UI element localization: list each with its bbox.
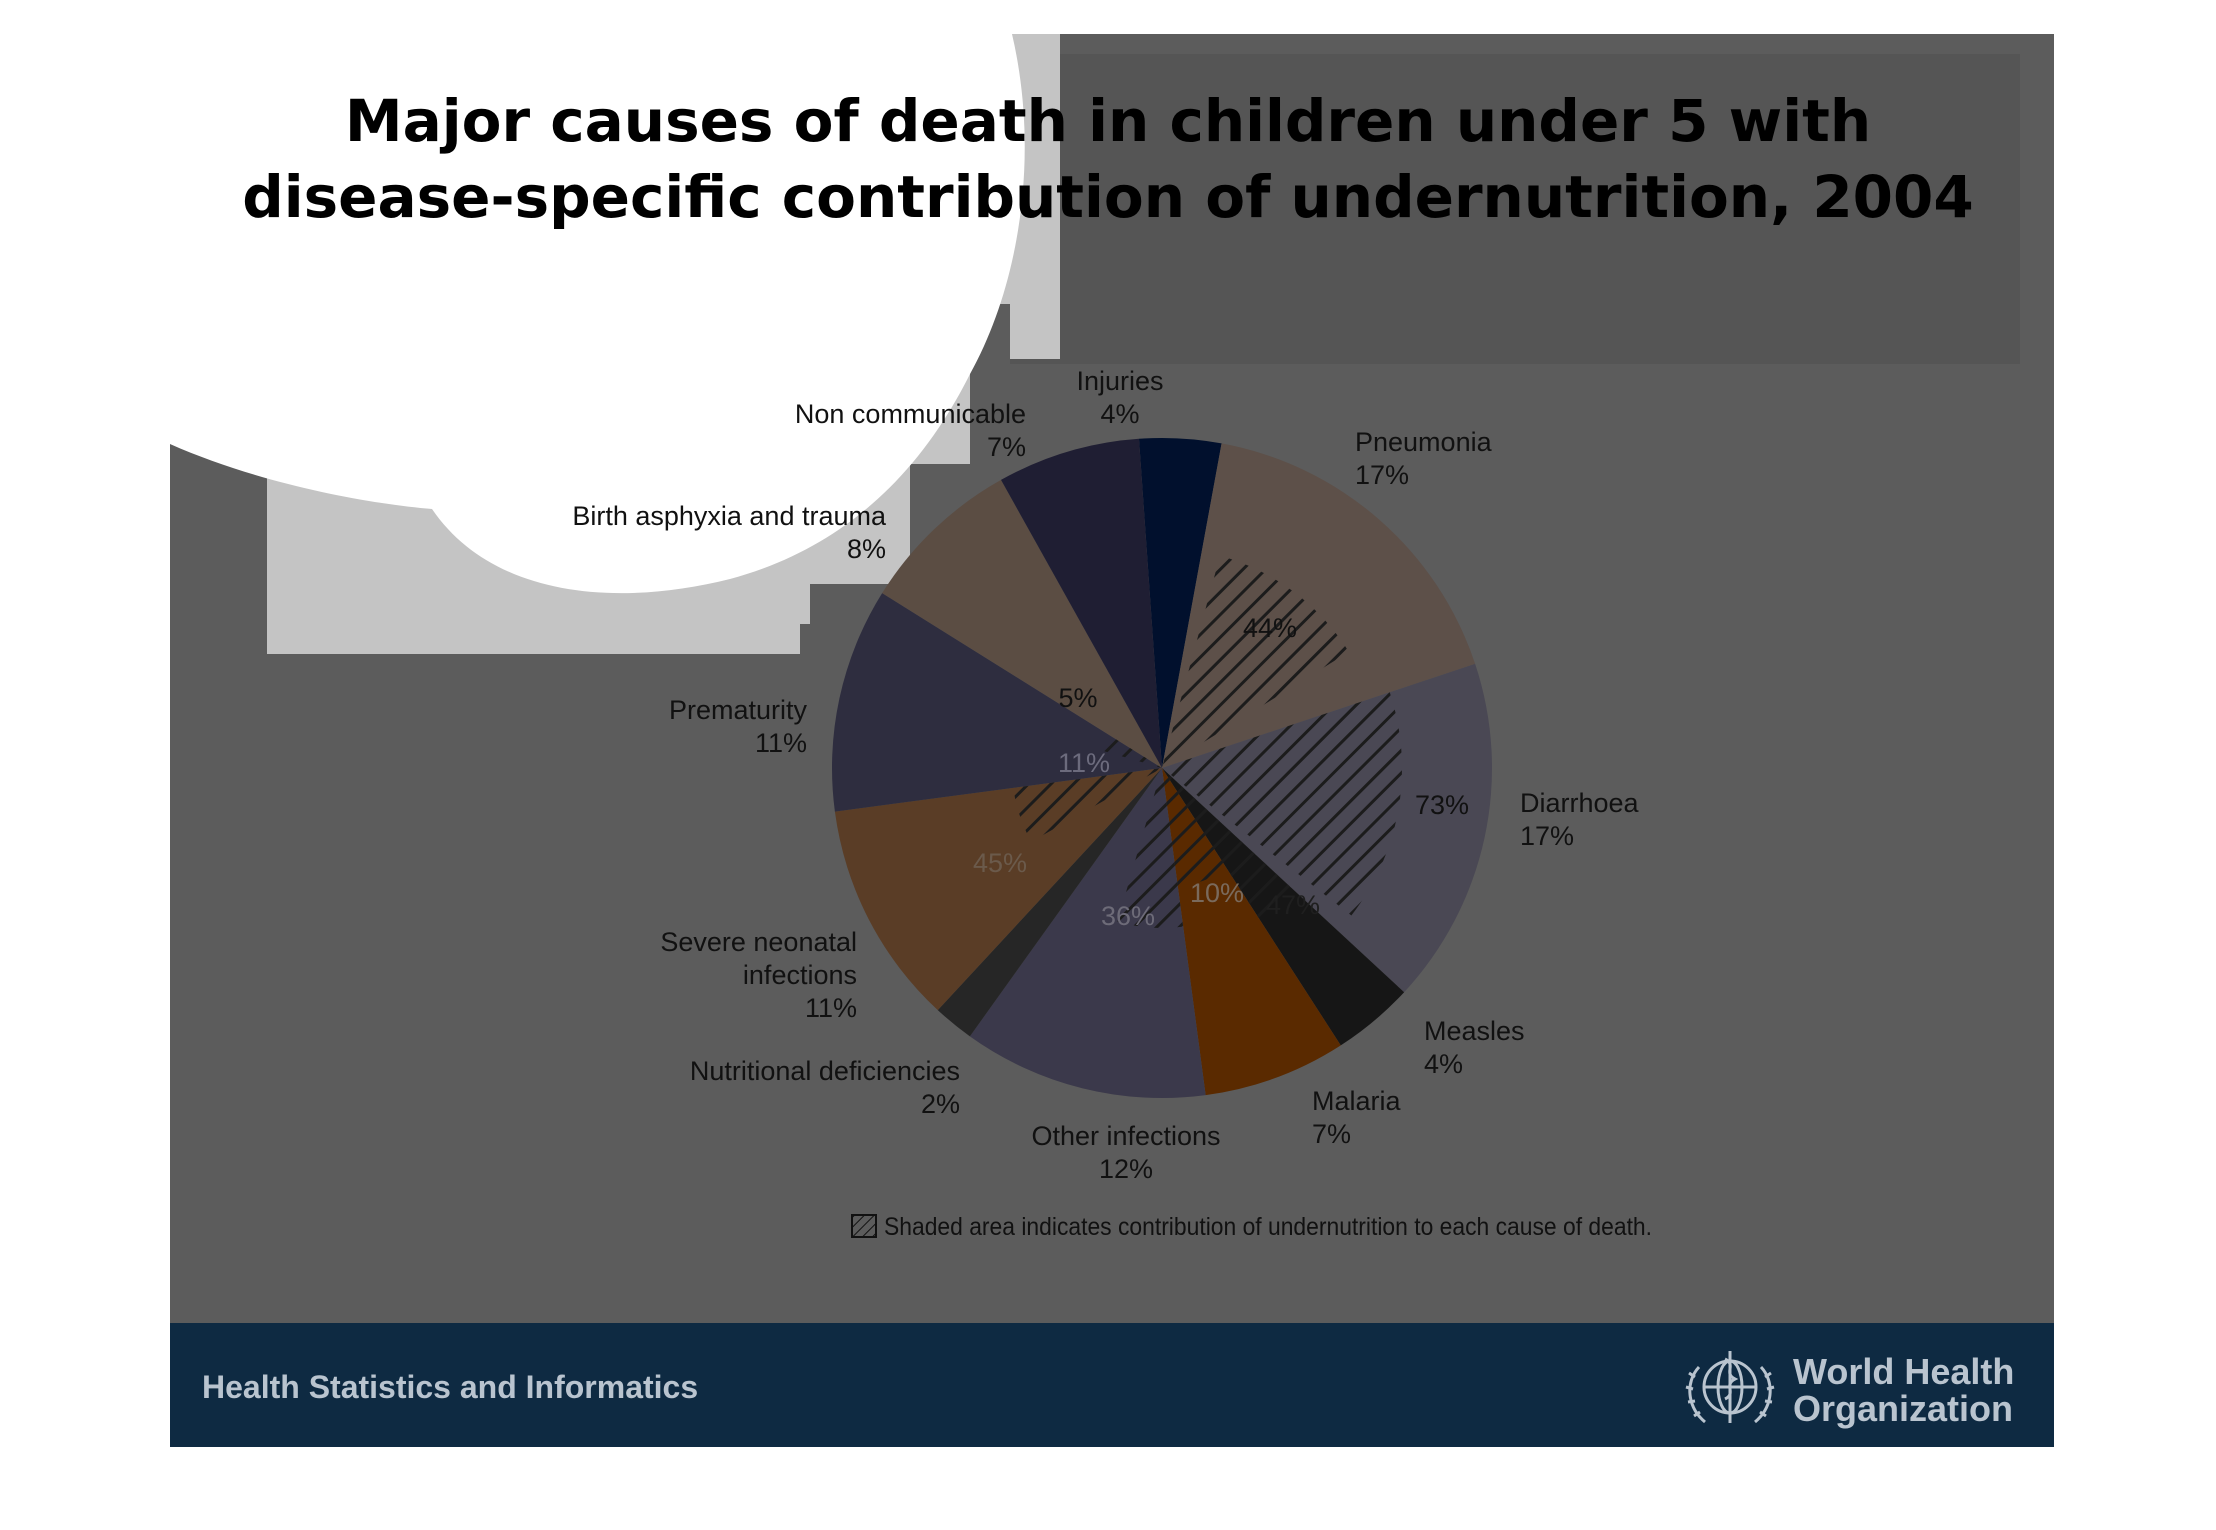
who-name-line-1: World Health bbox=[1793, 1351, 2015, 1392]
undernutrition-label-diarrhoea: 73% bbox=[1415, 790, 1469, 820]
slice-label-nutritional-deficiencies: Nutritional deficiencies 2% bbox=[690, 1056, 960, 1119]
slice-label-pneumonia: Pneumonia 17% bbox=[1355, 427, 1493, 490]
undernutrition-label-other-infections: 36% bbox=[1101, 901, 1155, 931]
title-line-1: Major causes of death in children under … bbox=[344, 87, 1872, 155]
slice-label-other-infections: Other infections 12% bbox=[1031, 1121, 1220, 1184]
pie-slice-injuries bbox=[1138, 438, 1222, 768]
footer-bar: Health Statistics and Informatics World … bbox=[170, 1323, 2054, 1447]
legend: Shaded area indicates contribution of un… bbox=[851, 1213, 1652, 1241]
slice-label-malaria: Malaria 7% bbox=[1312, 1086, 1402, 1149]
undernutrition-hatch-diarrhoea bbox=[1162, 692, 1402, 916]
slice-label-injuries: Injuries 4% bbox=[1076, 366, 1163, 429]
undernutrition-label-severe-neonatal-infections: 45% bbox=[973, 848, 1027, 878]
slice-label-diarrhoea: Diarrhoea 17% bbox=[1520, 788, 1640, 851]
undernutrition-label-prematurity: 11% bbox=[1058, 748, 1110, 778]
pie-slice-birth-asphyxia-and-trauma bbox=[882, 479, 1162, 768]
undernutrition-hatch-severe-neonatal-infections bbox=[1013, 768, 1162, 842]
slice-labels: Injuries 4% Pneumonia 17% Diarrhoea 17% Measle… bbox=[572, 366, 1639, 1184]
who-name-line-2: Organization bbox=[1793, 1388, 2014, 1429]
pie-slices bbox=[832, 438, 1492, 1098]
undernutrition-hatch-pneumonia bbox=[1162, 555, 1349, 768]
legend-hatch-swatch bbox=[851, 1214, 877, 1238]
undernutrition-label-measles: 47% bbox=[1266, 890, 1320, 920]
undernutrition-labels: 44% 73% 47% 10% 36% 45% 11% 5% bbox=[973, 613, 1469, 931]
slice-label-prematurity: Prematurity 11% bbox=[669, 695, 808, 758]
slide-title: Major causes of death in children under … bbox=[0, 83, 2216, 235]
who-name: World Health Organization bbox=[1793, 1353, 2014, 1427]
undernutrition-label-malaria: 10% bbox=[1190, 878, 1244, 908]
undernutrition-hatch-measles bbox=[1162, 768, 1295, 920]
who-logo: World Health Organization bbox=[1675, 1337, 2035, 1437]
pie-slice-non-communicable bbox=[1001, 438, 1162, 768]
footer-text: Health Statistics and Informatics bbox=[202, 1369, 699, 1405]
who-emblem-icon bbox=[1685, 1351, 1775, 1424]
pie-slice-nutritional-deficiencies bbox=[937, 768, 1162, 1037]
undernutrition-label-pneumonia: 44% bbox=[1243, 613, 1297, 643]
pie-slice-severe-neonatal-infections bbox=[834, 768, 1162, 1011]
slice-label-severe-neonatal-infections: Severe neonatal infections 11% bbox=[660, 927, 857, 1023]
title-line-2: disease-specific contribution of undernu… bbox=[242, 163, 1974, 231]
undernutrition-hatch-prematurity bbox=[1104, 736, 1162, 768]
slice-label-non-communicable: Non communicable 7% bbox=[795, 399, 1026, 462]
undernutrition-hatch-other-infections bbox=[1117, 768, 1184, 928]
undernutrition-label-birth-asphyxia-and-trauma: 5% bbox=[1058, 683, 1097, 713]
pie-slice-prematurity bbox=[832, 593, 1162, 812]
undernutrition-shading bbox=[1013, 555, 1402, 928]
white-cloud-shape bbox=[170, 34, 1025, 594]
slice-label-measles: Measles 4% bbox=[1424, 1016, 1525, 1079]
undernutrition-hatch-malaria bbox=[1162, 768, 1228, 887]
legend-note: Shaded area indicates contribution of un… bbox=[884, 1213, 1652, 1241]
slice-label-birth-asphyxia-and-trauma: Birth asphyxia and trauma 8% bbox=[572, 501, 887, 564]
